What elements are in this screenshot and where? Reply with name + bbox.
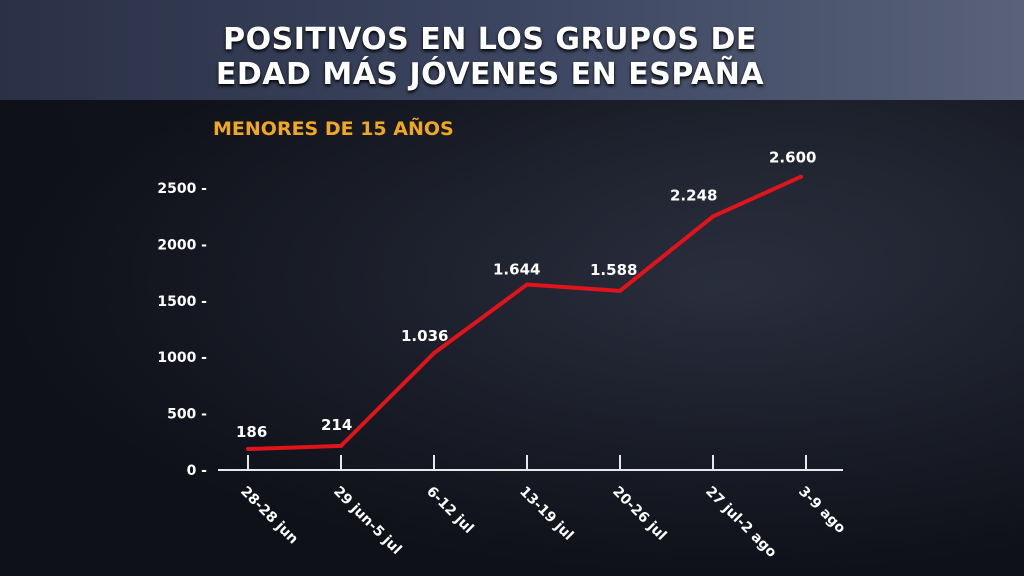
chart-panel: [0, 100, 1024, 576]
data-point: [618, 288, 622, 293]
data-point: [246, 447, 250, 452]
y-tick-label: 0 -: [187, 463, 208, 479]
title-band: [0, 0, 1024, 100]
chart-title-line2: EDAD MÁS JÓVENES EN ESPAÑA: [215, 57, 765, 92]
y-tick-label: 1000 -: [157, 350, 207, 366]
data-point: [711, 214, 715, 219]
data-line: [247, 174, 802, 452]
x-tick-label: 29 jun-5 jul: [330, 484, 404, 558]
data-point: [339, 443, 343, 448]
x-tick-label: 20-26 jul: [609, 484, 669, 544]
data-label: 2.248: [670, 186, 717, 204]
data-point: [525, 282, 529, 287]
x-tick-label: 28-28 jun: [237, 484, 301, 548]
data-label: 2.600: [769, 149, 816, 167]
x-tick-label: 6-12 jul: [423, 484, 476, 537]
x-tick-label: 13-19 jul: [516, 484, 576, 544]
data-label: 1.588: [590, 261, 637, 279]
data-point: [432, 351, 436, 356]
y-tick-label: 2000 -: [157, 237, 207, 253]
x-tick-label: 27 jul-2 ago: [702, 484, 780, 562]
y-tick-label: 500 -: [167, 407, 207, 423]
chart-subtitle: MENORES DE 15 AÑOS: [213, 118, 454, 140]
data-label: 214: [321, 416, 352, 434]
chart-title-line1: POSITIVOS EN LOS GRUPOS DE: [223, 22, 757, 57]
y-tick-label: 2500 -: [157, 181, 207, 197]
x-tick-label: 3-9 ago: [795, 484, 848, 537]
y-tick-label: 1500 -: [157, 294, 207, 310]
data-label: 1.036: [401, 327, 448, 345]
data-label: 186: [236, 423, 267, 441]
data-point: [799, 174, 803, 179]
data-label: 1.644: [493, 261, 540, 279]
